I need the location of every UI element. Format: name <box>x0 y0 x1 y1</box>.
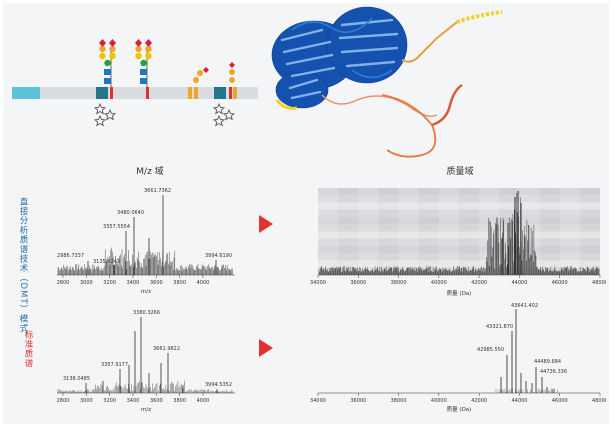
tick-label: 48000 <box>592 280 606 286</box>
tick-label: 3000 <box>80 280 93 286</box>
plot-band <box>318 188 338 275</box>
peak-label: 3138.0485 <box>63 376 90 382</box>
peak-label: 3480.0640 <box>117 210 144 216</box>
plot-band <box>318 246 600 253</box>
tick-label: 3000 <box>80 398 93 404</box>
tick-label: 40000 <box>431 280 447 286</box>
tick-label: 42000 <box>471 398 487 404</box>
tick-label: 3400 <box>127 398 140 404</box>
tick-label: 36000 <box>350 280 366 286</box>
tick-label: 38000 <box>391 280 407 286</box>
glycan-small <box>229 62 235 83</box>
peak-label: 44489.684 <box>534 359 561 365</box>
tick-label: 4000 <box>197 280 210 286</box>
glycan-tree <box>135 39 152 87</box>
peak-label: 3357.9177 <box>101 362 128 368</box>
plot-band <box>318 217 600 224</box>
glycan-tree <box>99 39 116 87</box>
peak-label: 43321.870 <box>486 324 513 330</box>
protein-structure-image <box>271 6 503 158</box>
plot-band <box>358 188 379 275</box>
axis-label-mz: m/z <box>141 407 151 413</box>
axis-label-mass: 质量 (Da) <box>447 405 472 413</box>
spectrum-dmt-mass: 34000 36000 38000 40000 42000 44000 46000 48000… <box>310 188 606 297</box>
axis-label-mz: m/z <box>141 289 151 295</box>
plot-band <box>318 202 600 210</box>
tick-label: 3800 <box>173 280 186 286</box>
tick-label: 34000 <box>310 280 326 286</box>
tick-label: 3600 <box>150 280 163 286</box>
spectrum-standard-mz: 2800 3000 3200 3400 3600 3800 4000 m/z 3380.32… <box>57 310 235 413</box>
tick-label: 3400 <box>127 280 140 286</box>
arrow-right-icon <box>259 339 273 357</box>
spectrum-standard-mass: 34000 36000 38000 40000 42000 44000 46000 48000… <box>310 303 606 413</box>
tick-label: 3800 <box>173 398 186 404</box>
domain-block <box>194 87 198 99</box>
tick-label: 38000 <box>391 398 407 404</box>
peak-label: 3135.6243 <box>93 259 120 265</box>
tick-label: 3200 <box>103 280 116 286</box>
peak-label: 43641.402 <box>511 303 538 309</box>
tick-label: 36000 <box>350 398 366 404</box>
glyco-site <box>146 87 149 99</box>
tick-label: 3600 <box>150 398 163 404</box>
spectrum-dmt-mz: 2800 3000 3200 3400 3600 3800 4000 m/z 3661.73… <box>57 188 235 295</box>
plot-band <box>318 188 600 195</box>
tick-label: 44000 <box>511 398 527 404</box>
tick-label: 44000 <box>511 280 527 286</box>
tick-label: 48000 <box>592 398 606 404</box>
label-dmt-mode: 直接分析质谱技术（DMT）模式 <box>18 197 28 334</box>
tick-label: 34000 <box>310 398 326 404</box>
star-icons <box>93 102 236 127</box>
peak-label: 44736.336 <box>540 369 567 375</box>
glycoprotein-schematic <box>12 39 258 127</box>
tick-label: 46000 <box>552 280 568 286</box>
domain-block <box>214 87 226 99</box>
header-mz-domain: M/z 域 <box>136 167 164 177</box>
domain-block <box>233 87 237 99</box>
plot-band <box>318 231 600 239</box>
peak-label: 42985.550 <box>477 347 504 353</box>
domain-block <box>188 87 192 99</box>
peak-label: 3994.5352 <box>205 382 232 388</box>
header-mass-domain: 质量域 <box>446 167 474 177</box>
peak-label: 2986.7337 <box>57 253 84 259</box>
arrow-right-icon <box>259 215 273 233</box>
plot-band <box>479 188 500 275</box>
signal-domain <box>12 87 40 99</box>
glyco-site <box>110 87 113 99</box>
tick-label: 40000 <box>431 398 447 404</box>
plot-band <box>438 188 459 275</box>
glycan-small <box>193 67 209 83</box>
plot-band <box>559 188 580 275</box>
tick-label: 42000 <box>471 280 487 286</box>
plot-band <box>318 260 600 268</box>
axis-label-mass: 质量 (Da) <box>447 289 472 297</box>
peak-label: 3380.3266 <box>133 310 160 316</box>
tick-label: 2800 <box>57 398 70 404</box>
peak-label: 3661.9822 <box>153 346 180 352</box>
tick-label: 3200 <box>103 398 116 404</box>
peak-label: 3357.5554 <box>103 224 130 230</box>
peak-label: 3994.6190 <box>205 253 232 259</box>
tick-label: 4000 <box>197 398 210 404</box>
glyco-site <box>229 87 232 99</box>
peak-label: 3661.7362 <box>144 188 171 194</box>
tick-label: 2800 <box>57 280 70 286</box>
plot-band <box>398 188 419 275</box>
tick-label: 46000 <box>552 398 568 404</box>
domain-block <box>96 87 108 99</box>
label-standard-ms: 标准质谱 <box>23 330 33 368</box>
